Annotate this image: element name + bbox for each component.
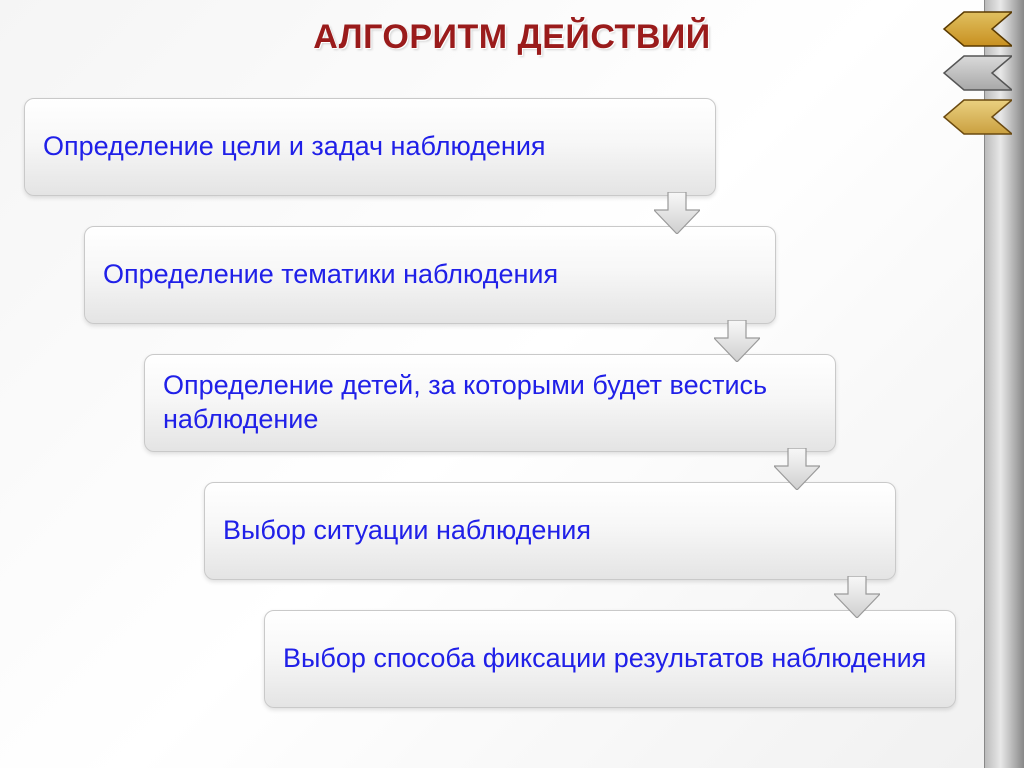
chevron-decor-3 [942,98,1012,136]
down-arrow-2 [714,320,760,367]
step-box-3: Определение детей, за которыми будет вес… [144,354,836,452]
down-arrow-1 [654,192,700,239]
slide-title: АЛГОРИТМ ДЕЙСТВИЙ [0,18,1024,57]
down-arrow-3 [774,448,820,495]
step-box-2: Определение тематики наблюдения [84,226,776,324]
chevron-decor-2 [942,54,1012,92]
step-box-1: Определение цели и задач наблюдения [24,98,716,196]
step-box-4: Выбор ситуации наблюдения [204,482,896,580]
step-box-5: Выбор способа фиксации результатов наблю… [264,610,956,708]
down-arrow-4 [834,576,880,623]
